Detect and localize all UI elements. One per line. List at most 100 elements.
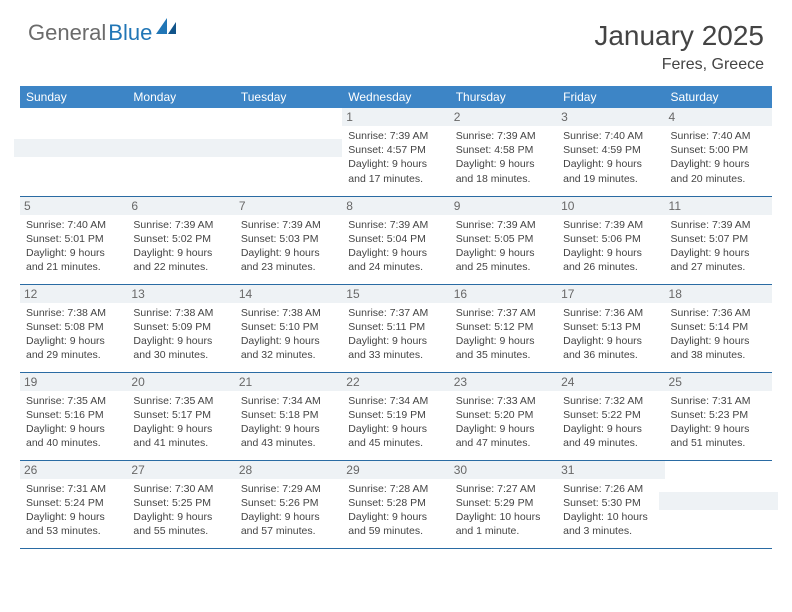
day-number: 3: [557, 108, 664, 126]
logo-sail-icon: [156, 18, 178, 36]
day-info: Sunrise: 7:36 AMSunset: 5:13 PMDaylight:…: [563, 306, 658, 363]
day-number: 25: [665, 373, 772, 391]
day-cell: 25 Sunrise: 7:31 AMSunset: 5:23 PMDayligh…: [665, 372, 772, 460]
day-number: 24: [557, 373, 664, 391]
day-info: Sunrise: 7:39 AMSunset: 5:07 PMDaylight:…: [671, 218, 766, 275]
day-info: Sunrise: 7:29 AMSunset: 5:26 PMDaylight:…: [241, 482, 336, 539]
day-number: 23: [450, 373, 557, 391]
day-number: 18: [665, 285, 772, 303]
day-info: Sunrise: 7:39 AMSunset: 4:57 PMDaylight:…: [348, 129, 443, 186]
day-cell: 20Sunrise: 7:35 AMSunset: 5:17 PMDayligh…: [127, 372, 234, 460]
day-number: 26: [20, 461, 127, 479]
month-title: January 2025: [594, 20, 764, 52]
logo-text-general: General: [28, 20, 106, 46]
calendar-week-row: 26 Sunrise: 7:31 AMSunset: 5:24 PMDayligh…: [20, 460, 772, 548]
day-number: 9: [450, 197, 557, 215]
day-cell: 10Sunrise: 7:39 AMSunset: 5:06 PMDayligh…: [557, 196, 664, 284]
calendar-table: SundayMondayTuesdayWednesdayThursdayFrid…: [20, 86, 772, 549]
day-info: Sunrise: 7:34 AMSunset: 5:19 PMDaylight:…: [348, 394, 443, 451]
day-cell: 4 Sunrise: 7:40 AMSunset: 5:00 PMDaylight…: [665, 108, 772, 196]
day-number-empty: [121, 139, 240, 157]
day-cell: 1 Sunrise: 7:39 AMSunset: 4:57 PMDaylight…: [342, 108, 449, 196]
calendar-body: 1 Sunrise: 7:39 AMSunset: 4:57 PMDaylight…: [20, 108, 772, 548]
day-cell: 24 Sunrise: 7:32 AMSunset: 5:22 PMDayligh…: [557, 372, 664, 460]
day-number: 4: [665, 108, 772, 126]
day-cell: 27 Sunrise: 7:30 AMSunset: 5:25 PMDayligh…: [127, 460, 234, 548]
calendar-week-row: 19 Sunrise: 7:35 AMSunset: 5:16 PMDayligh…: [20, 372, 772, 460]
day-cell: 22Sunrise: 7:34 AMSunset: 5:19 PMDayligh…: [342, 372, 449, 460]
day-number: 7: [235, 197, 342, 215]
day-info: Sunrise: 7:31 AMSunset: 5:24 PMDaylight:…: [26, 482, 121, 539]
day-cell: 6 Sunrise: 7:39 AMSunset: 5:02 PMDaylight…: [127, 196, 234, 284]
day-cell: 26 Sunrise: 7:31 AMSunset: 5:24 PMDayligh…: [20, 460, 127, 548]
day-info: Sunrise: 7:40 AMSunset: 5:01 PMDaylight:…: [26, 218, 121, 275]
day-number: 6: [127, 197, 234, 215]
day-info: Sunrise: 7:34 AMSunset: 5:18 PMDaylight:…: [241, 394, 336, 451]
day-cell: 31Sunrise: 7:26 AMSunset: 5:30 PMDayligh…: [557, 460, 664, 548]
day-cell: 7 Sunrise: 7:39 AMSunset: 5:03 PMDaylight…: [235, 196, 342, 284]
day-cell: 28Sunrise: 7:29 AMSunset: 5:26 PMDayligh…: [235, 460, 342, 548]
weekday-header: Thursday: [450, 86, 557, 108]
day-info: Sunrise: 7:35 AMSunset: 5:16 PMDaylight:…: [26, 394, 121, 451]
day-number: 19: [20, 373, 127, 391]
day-number: 1: [342, 108, 449, 126]
day-info: Sunrise: 7:32 AMSunset: 5:22 PMDaylight:…: [563, 394, 658, 451]
title-block: January 2025 Feres, Greece: [594, 20, 764, 74]
weekday-header: Sunday: [20, 86, 127, 108]
day-number-empty: [229, 139, 348, 157]
calendar-week-row: 5 Sunrise: 7:40 AMSunset: 5:01 PMDaylight…: [20, 196, 772, 284]
day-number: 12: [20, 285, 127, 303]
day-info: Sunrise: 7:39 AMSunset: 5:02 PMDaylight:…: [133, 218, 228, 275]
day-number: 21: [235, 373, 342, 391]
day-number: 8: [342, 197, 449, 215]
calendar-week-row: 12 Sunrise: 7:38 AMSunset: 5:08 PMDayligh…: [20, 284, 772, 372]
day-number: 15: [342, 285, 449, 303]
day-info: Sunrise: 7:26 AMSunset: 5:30 PMDaylight:…: [563, 482, 658, 539]
calendar-week-row: 1 Sunrise: 7:39 AMSunset: 4:57 PMDaylight…: [20, 108, 772, 196]
day-info: Sunrise: 7:36 AMSunset: 5:14 PMDaylight:…: [671, 306, 766, 363]
empty-cell: [127, 108, 234, 196]
day-number: 17: [557, 285, 664, 303]
day-info: Sunrise: 7:31 AMSunset: 5:23 PMDaylight:…: [671, 394, 766, 451]
empty-cell: [20, 108, 127, 196]
weekday-header: Friday: [557, 86, 664, 108]
day-cell: 19 Sunrise: 7:35 AMSunset: 5:16 PMDayligh…: [20, 372, 127, 460]
header: General Blue January 2025 Feres, Greece: [0, 0, 792, 80]
day-cell: 11 Sunrise: 7:39 AMSunset: 5:07 PMDayligh…: [665, 196, 772, 284]
day-info: Sunrise: 7:38 AMSunset: 5:10 PMDaylight:…: [241, 306, 336, 363]
day-cell: 12 Sunrise: 7:38 AMSunset: 5:08 PMDayligh…: [20, 284, 127, 372]
day-info: Sunrise: 7:37 AMSunset: 5:11 PMDaylight:…: [348, 306, 443, 363]
day-info: Sunrise: 7:28 AMSunset: 5:28 PMDaylight:…: [348, 482, 443, 539]
logo-text-blue: Blue: [108, 20, 152, 46]
day-number: 5: [20, 197, 127, 215]
day-number: 27: [127, 461, 234, 479]
day-info: Sunrise: 7:39 AMSunset: 4:58 PMDaylight:…: [456, 129, 551, 186]
location: Feres, Greece: [594, 56, 764, 74]
empty-cell: [665, 460, 772, 548]
day-number: 13: [127, 285, 234, 303]
day-info: Sunrise: 7:33 AMSunset: 5:20 PMDaylight:…: [456, 394, 551, 451]
day-info: Sunrise: 7:38 AMSunset: 5:08 PMDaylight:…: [26, 306, 121, 363]
day-cell: 17 Sunrise: 7:36 AMSunset: 5:13 PMDayligh…: [557, 284, 664, 372]
day-number: 11: [665, 197, 772, 215]
day-number-empty: [14, 139, 133, 157]
day-info: Sunrise: 7:37 AMSunset: 5:12 PMDaylight:…: [456, 306, 551, 363]
day-cell: 3Sunrise: 7:40 AMSunset: 4:59 PMDaylight…: [557, 108, 664, 196]
day-number: 20: [127, 373, 234, 391]
day-cell: 13Sunrise: 7:38 AMSunset: 5:09 PMDayligh…: [127, 284, 234, 372]
day-cell: 29Sunrise: 7:28 AMSunset: 5:28 PMDayligh…: [342, 460, 449, 548]
day-cell: 14Sunrise: 7:38 AMSunset: 5:10 PMDayligh…: [235, 284, 342, 372]
day-info: Sunrise: 7:30 AMSunset: 5:25 PMDaylight:…: [133, 482, 228, 539]
day-cell: 30Sunrise: 7:27 AMSunset: 5:29 PMDayligh…: [450, 460, 557, 548]
weekday-header-row: SundayMondayTuesdayWednesdayThursdayFrid…: [20, 86, 772, 108]
logo: General Blue: [28, 20, 178, 46]
day-number: 16: [450, 285, 557, 303]
weekday-header: Saturday: [665, 86, 772, 108]
day-info: Sunrise: 7:39 AMSunset: 5:03 PMDaylight:…: [241, 218, 336, 275]
day-cell: 5 Sunrise: 7:40 AMSunset: 5:01 PMDaylight…: [20, 196, 127, 284]
day-cell: 9 Sunrise: 7:39 AMSunset: 5:05 PMDaylight…: [450, 196, 557, 284]
day-info: Sunrise: 7:39 AMSunset: 5:05 PMDaylight:…: [456, 218, 551, 275]
day-info: Sunrise: 7:40 AMSunset: 5:00 PMDaylight:…: [671, 129, 766, 186]
day-cell: 8Sunrise: 7:39 AMSunset: 5:04 PMDaylight…: [342, 196, 449, 284]
weekday-header: Tuesday: [235, 86, 342, 108]
